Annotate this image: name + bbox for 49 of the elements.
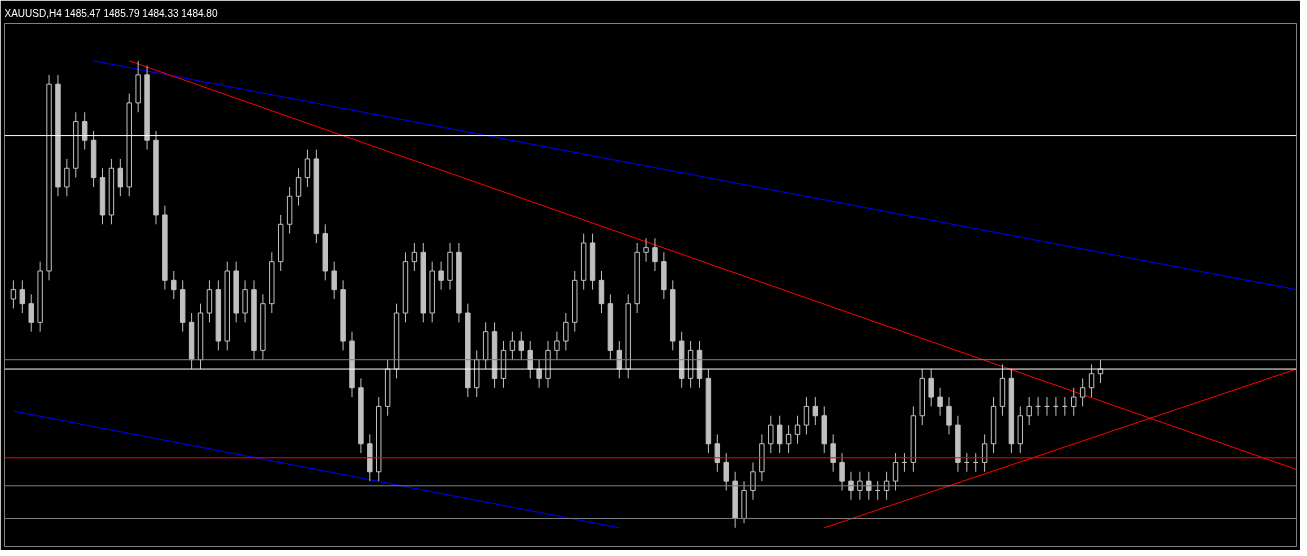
candlestick — [723, 452, 729, 491]
candlestick — [946, 396, 952, 435]
candlestick — [518, 331, 525, 361]
candlestick — [438, 261, 444, 291]
candlestick — [616, 340, 623, 379]
candlestick — [598, 270, 605, 314]
chart-title: XAUUSD,H4 1485.47 1485.79 1484.33 1484.80 — [4, 7, 218, 19]
candlestick — [848, 471, 854, 501]
candlestick — [794, 415, 801, 445]
candlestick — [536, 359, 542, 389]
candlestick — [714, 433, 721, 473]
candlestick — [331, 261, 337, 300]
candlestick — [785, 424, 792, 454]
candlestick — [10, 279, 17, 309]
candlestick — [830, 433, 836, 473]
candlestick — [527, 340, 533, 379]
candlestick — [928, 368, 934, 407]
candlestick — [803, 396, 810, 435]
candlestick — [1026, 396, 1032, 426]
candlestick — [1088, 363, 1095, 398]
candlestick — [812, 396, 819, 426]
candlestick — [304, 149, 311, 188]
candlestick — [892, 452, 899, 491]
candlestick — [652, 237, 658, 272]
candlestick — [883, 471, 890, 501]
candlestick — [411, 242, 418, 272]
candlestick — [643, 237, 649, 263]
candlestick — [81, 111, 88, 151]
candlestick — [554, 331, 560, 361]
candlestick — [937, 387, 943, 417]
candlestick — [839, 452, 845, 491]
candlestick — [64, 158, 70, 197]
candlestick — [171, 270, 177, 300]
candlestick — [776, 415, 783, 454]
candlestick — [857, 471, 863, 501]
candlestick — [750, 461, 756, 501]
candlestick — [19, 279, 26, 314]
candlestick — [295, 167, 302, 207]
candlestick — [206, 279, 213, 323]
candlestick — [563, 312, 569, 351]
candlestick — [28, 293, 34, 333]
candlestick — [981, 433, 988, 473]
candlestick — [1079, 377, 1086, 407]
candlestick — [509, 331, 516, 361]
candlestick — [242, 279, 248, 323]
candlestick — [866, 471, 872, 501]
candlestick — [768, 415, 774, 454]
candlestick — [1071, 387, 1077, 417]
candlestick — [117, 158, 124, 197]
